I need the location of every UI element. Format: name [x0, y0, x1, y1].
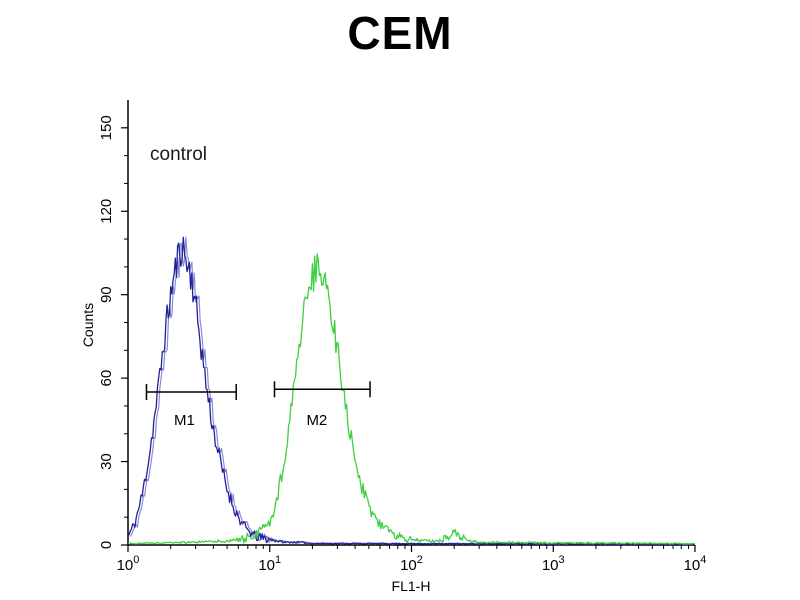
y-tick-label: 90 — [98, 286, 115, 303]
x-tick-label: 102 — [400, 554, 423, 574]
marker-label-M1: M1 — [174, 412, 195, 429]
curves-group — [128, 236, 695, 545]
marker-label-M2: M2 — [306, 412, 327, 429]
series-curve-control — [128, 236, 695, 545]
x-tick-label: 100 — [117, 554, 140, 574]
y-tick-label: 150 — [98, 115, 115, 140]
y-tick-label: 30 — [98, 453, 115, 470]
y-axis-title: Counts — [80, 302, 96, 348]
marker-M2: M2 — [273, 381, 371, 429]
x-tick-label: 101 — [258, 554, 281, 574]
x-axis-title: FL1-H — [391, 578, 431, 594]
series-echo-control — [129, 236, 695, 545]
marker-M1: M1 — [145, 384, 237, 429]
chart-title: CEM — [347, 7, 453, 59]
x-tick-label: 104 — [684, 554, 707, 574]
y-tick-label: 0 — [98, 541, 115, 549]
x-tick-label: 103 — [542, 554, 565, 574]
y-tick-label: 120 — [98, 199, 115, 224]
control-annotation: control — [150, 144, 208, 165]
y-tick-label: 60 — [98, 370, 115, 387]
series-curve-green — [128, 253, 695, 545]
